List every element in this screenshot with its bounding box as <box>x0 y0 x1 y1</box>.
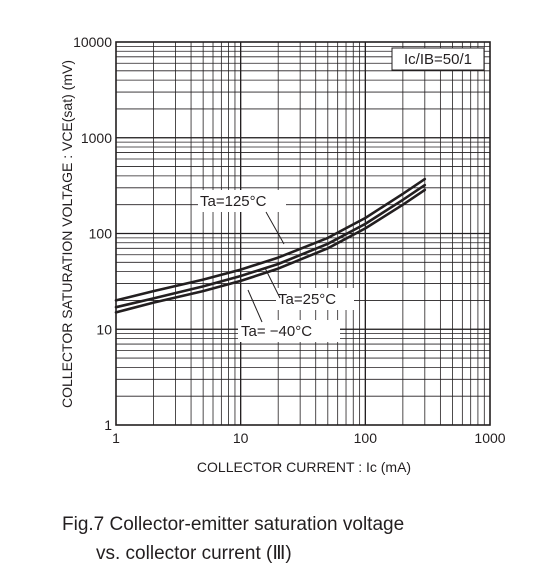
annotation-25-label: Ta=25°C <box>278 291 336 308</box>
x-tick-label: 1000 <box>474 430 505 446</box>
series-line-0 <box>114 177 427 302</box>
series-line-1 <box>114 183 427 309</box>
x-tick-labels: 1 10 100 1000 <box>112 430 506 446</box>
y-tick-label: 1 <box>104 417 112 433</box>
legend-box <box>391 47 485 71</box>
y-tick-label: 10000 <box>73 34 112 50</box>
y-tick-label: 100 <box>89 226 113 242</box>
annotation-125-label: Ta=125°C <box>200 193 267 210</box>
series-line-2 <box>114 188 427 314</box>
annotation-m40-label: Ta= −40°C <box>241 323 312 340</box>
y-tick-labels: 1 10 100 1000 10000 <box>73 34 112 433</box>
x-axis-title: COLLECTOR CURRENT : Ic (mA) <box>197 459 411 475</box>
figure-caption-line2: vs. collector current (Ⅲ) <box>96 543 292 564</box>
y-axis-title: COLLECTOR SATURATION VOLTAGE : VCE(sat) … <box>59 60 75 408</box>
grid <box>116 42 490 425</box>
annotation-125: Ta=125°C <box>198 190 286 245</box>
plot-frame <box>115 41 491 426</box>
annotation-m40: Ta= −40°C <box>238 289 340 342</box>
chart: 1 10 100 1000 1 10 100 1000 10000 Ic/IB=50/1 Ta… <box>59 34 506 475</box>
x-tick-label: 100 <box>354 430 378 446</box>
curves <box>114 177 427 314</box>
y-tick-label: 1000 <box>81 130 112 146</box>
annotation-25: Ta=25°C <box>264 267 354 310</box>
figure-caption-line1: Fig.7 Collector-emitter saturation volta… <box>62 514 405 535</box>
legend-text: Ic/IB=50/1 <box>404 51 472 68</box>
x-tick-label: 10 <box>233 430 249 446</box>
x-tick-label: 1 <box>112 430 120 446</box>
y-tick-label: 10 <box>96 321 112 337</box>
